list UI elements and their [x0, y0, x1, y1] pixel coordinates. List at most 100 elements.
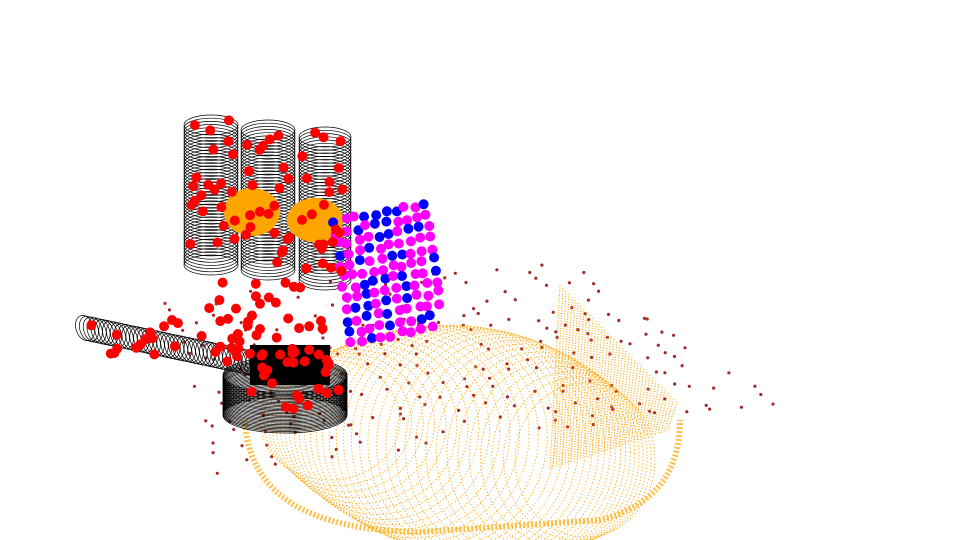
finger-ring: [183, 178, 239, 199]
finger-ring: [183, 245, 239, 266]
scene-point: [753, 384, 757, 388]
contact-point: [337, 281, 348, 292]
hand-keypoint: [254, 144, 265, 155]
hand-keypoint: [245, 222, 256, 233]
scene-point: [727, 371, 731, 375]
object-ring: [309, 328, 521, 539]
hand-keypoint: [321, 388, 332, 398]
hand-keypoint: [198, 206, 208, 217]
hand-mesh: [75, 114, 352, 434]
scene-point: [396, 448, 400, 452]
hand-keypoint: [254, 206, 265, 217]
scene-point: [589, 338, 593, 342]
hand-keypoint: [242, 139, 253, 150]
hand-keypoint: [167, 315, 177, 325]
hand-keypoint: [272, 257, 283, 268]
scene-point: [378, 375, 382, 379]
hand-keypoint: [111, 329, 122, 340]
hand-keypoint: [333, 163, 344, 173]
scene-point: [371, 416, 375, 420]
contact-point: [402, 215, 412, 226]
scene-point: [383, 352, 387, 356]
contact-point-secondary: [416, 314, 427, 325]
contact-point: [383, 239, 394, 250]
scene-point: [663, 351, 667, 355]
scene-point: [619, 339, 623, 343]
object-band-line: [633, 368, 645, 443]
scene-point: [605, 335, 610, 339]
scene-point: [472, 307, 476, 311]
hand-keypoint: [270, 297, 281, 308]
scene-point: [610, 405, 614, 409]
scene-point: [249, 289, 253, 293]
hand-keypoint: [263, 292, 274, 303]
hand-keypoint: [318, 239, 329, 250]
scene-point: [565, 425, 570, 429]
finger-ring: [240, 243, 296, 265]
object-ring: [267, 352, 424, 493]
contact-point: [427, 321, 438, 332]
hand-keypoint: [301, 173, 312, 184]
object-band-line: [666, 401, 678, 432]
scene-point: [539, 339, 543, 343]
scene-point: [554, 330, 558, 334]
hand-keypoint: [269, 200, 280, 211]
object-ring: [284, 339, 469, 515]
contact-point: [369, 267, 380, 277]
scene-point: [240, 444, 244, 448]
hand-keypoint: [288, 281, 299, 292]
contact-point-secondary: [430, 265, 441, 276]
hand-keypoint: [256, 350, 267, 361]
scene-point: [321, 336, 325, 340]
contact-point: [388, 271, 399, 281]
scene-point: [561, 389, 565, 393]
scene-point: [245, 458, 249, 462]
contact-point: [369, 287, 380, 298]
object-ring: [514, 382, 656, 538]
scene-point: [398, 363, 402, 367]
finger-ring: [183, 121, 239, 142]
scene-point: [592, 282, 596, 286]
contact-point: [397, 326, 408, 337]
finger-ring: [183, 117, 239, 139]
object-band-line: [573, 308, 585, 463]
object-ring: [425, 343, 622, 540]
contact-point: [433, 285, 444, 296]
contact-point: [357, 268, 368, 279]
contact-point: [345, 337, 356, 348]
hand-keypoint: [325, 262, 336, 273]
hand-keypoint: [196, 190, 207, 201]
scene-point: [591, 423, 596, 427]
hand-keypoint: [245, 210, 256, 221]
contact-point: [360, 220, 370, 231]
scene-point: [462, 314, 466, 318]
scene-point: [520, 347, 524, 351]
scene-point: [712, 386, 716, 390]
hand-keypoint: [302, 400, 313, 411]
contact-point: [411, 289, 422, 300]
contact-point: [364, 323, 375, 334]
scene-point: [334, 447, 338, 452]
scene-point: [656, 343, 660, 347]
contact-point-secondary: [418, 199, 429, 210]
hand-keypoint: [215, 316, 226, 327]
scene-point: [576, 328, 580, 332]
hand-keypoint: [246, 386, 257, 397]
fingertip-patch: [287, 198, 343, 242]
object-band-line: [630, 365, 642, 444]
contact-point: [406, 316, 417, 327]
palm-ring: [222, 396, 348, 434]
contact-point: [393, 216, 404, 227]
scene-point: [465, 385, 469, 389]
object-band-line: [657, 392, 669, 435]
contact-point: [392, 226, 403, 237]
contact-point-secondary: [374, 232, 385, 242]
finger-ring: [298, 126, 352, 148]
object-band-line: [591, 326, 603, 457]
hand-keypoint: [278, 245, 289, 256]
contact-point-secondary: [344, 326, 355, 337]
scene-point: [491, 384, 495, 388]
hand-keypoint: [301, 263, 312, 274]
object-ring: [335, 324, 556, 540]
contact-point: [373, 308, 384, 319]
